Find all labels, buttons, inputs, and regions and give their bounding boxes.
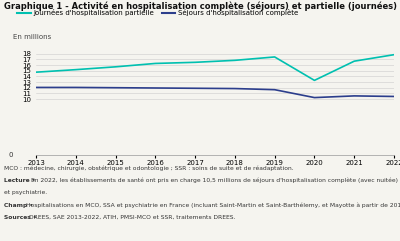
Text: et psychiatrie.: et psychiatrie. [4, 190, 47, 195]
Text: Graphique 1 - Activité en hospitalisation complète (séjours) et partielle (journ: Graphique 1 - Activité en hospitalisatio… [4, 1, 400, 11]
Text: Sources •: Sources • [4, 215, 39, 220]
Text: MCO : médecine, chirurgie, obstétrique et odontologie ; SSR : soins de suite et : MCO : médecine, chirurgie, obstétrique e… [4, 165, 294, 171]
Text: Hospitalisations en MCO, SSA et psychiatrie en France (incluant Saint-Martin et : Hospitalisations en MCO, SSA et psychiat… [26, 203, 400, 208]
Text: Champ •: Champ • [4, 203, 35, 208]
Text: 0: 0 [8, 153, 13, 158]
Text: Lecture •: Lecture • [4, 178, 38, 183]
Legend: Journées d'hospitalisation partielle, Séjours d'hospitalisation complète: Journées d'hospitalisation partielle, Sé… [14, 7, 301, 19]
Text: DREES, SAE 2013-2022, ATIH, PMSI-MCO et SSR, traitements DREES.: DREES, SAE 2013-2022, ATIH, PMSI-MCO et … [29, 215, 235, 220]
Text: En millions: En millions [13, 34, 51, 40]
Text: En 2022, les établissements de santé ont pris en charge 10,5 millions de séjours: En 2022, les établissements de santé ont… [31, 178, 400, 183]
